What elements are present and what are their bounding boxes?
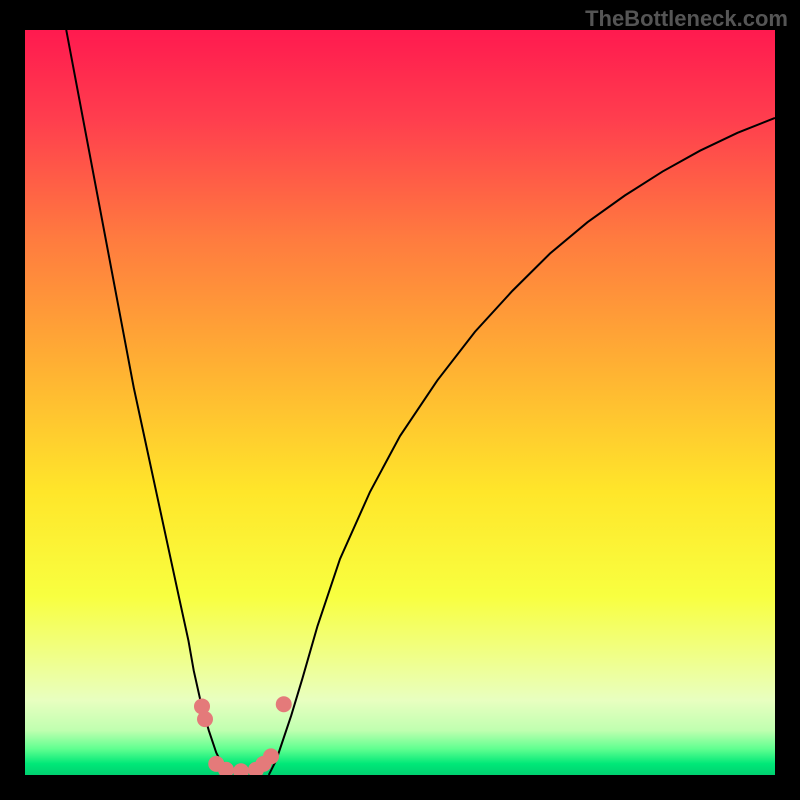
data-marker xyxy=(263,748,279,764)
data-marker xyxy=(233,763,249,775)
data-markers xyxy=(25,30,775,775)
plot-area xyxy=(25,30,775,775)
data-marker xyxy=(276,696,292,712)
data-marker xyxy=(197,711,213,727)
watermark-text: TheBottleneck.com xyxy=(585,6,788,32)
